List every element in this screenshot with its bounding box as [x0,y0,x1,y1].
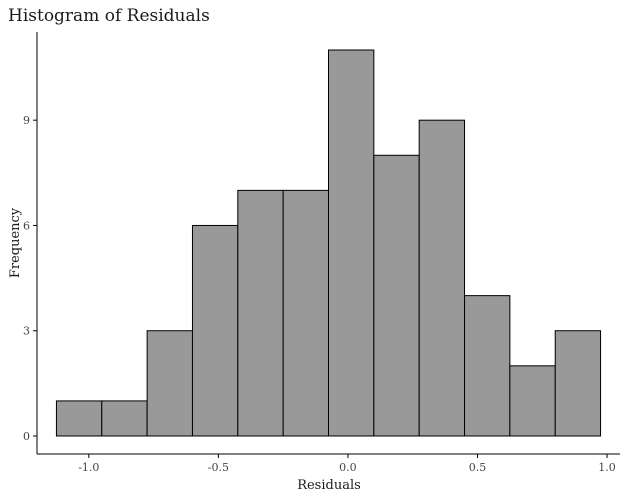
x-tick-label: 1.0 [598,461,616,474]
histogram-bar [418,119,466,437]
x-tick-label: -0.5 [208,461,229,474]
histogram-bar [554,330,602,437]
y-tick-label: 6 [23,219,30,232]
histogram-bar [464,295,511,437]
histogram-bar [237,189,284,437]
x-tick-label: -1.0 [78,461,99,474]
histogram-bar [191,224,239,437]
histogram-bar [101,400,148,437]
x-tick-label: 0.0 [339,461,357,474]
histogram-bar [146,330,193,437]
histogram-bar [373,154,420,437]
x-axis-title: Residuals [297,478,361,493]
bars-group [55,49,602,437]
histogram-bar [509,365,556,437]
x-ticks-group: -1.0 -0.5 0.0 0.5 1.0 [78,454,616,474]
y-tick-label: 9 [23,114,30,127]
histogram-bar [282,189,329,437]
x-tick-label: 0.5 [469,461,487,474]
chart-title: Histogram of Residuals [8,6,210,26]
y-tick-label: 0 [23,430,30,443]
y-tick-label: 3 [23,325,30,338]
y-ticks-group: 0 3 6 9 [23,114,37,443]
histogram-bar [55,400,103,437]
y-axis-title: Frequency [8,207,23,278]
histogram-bar [328,49,375,437]
